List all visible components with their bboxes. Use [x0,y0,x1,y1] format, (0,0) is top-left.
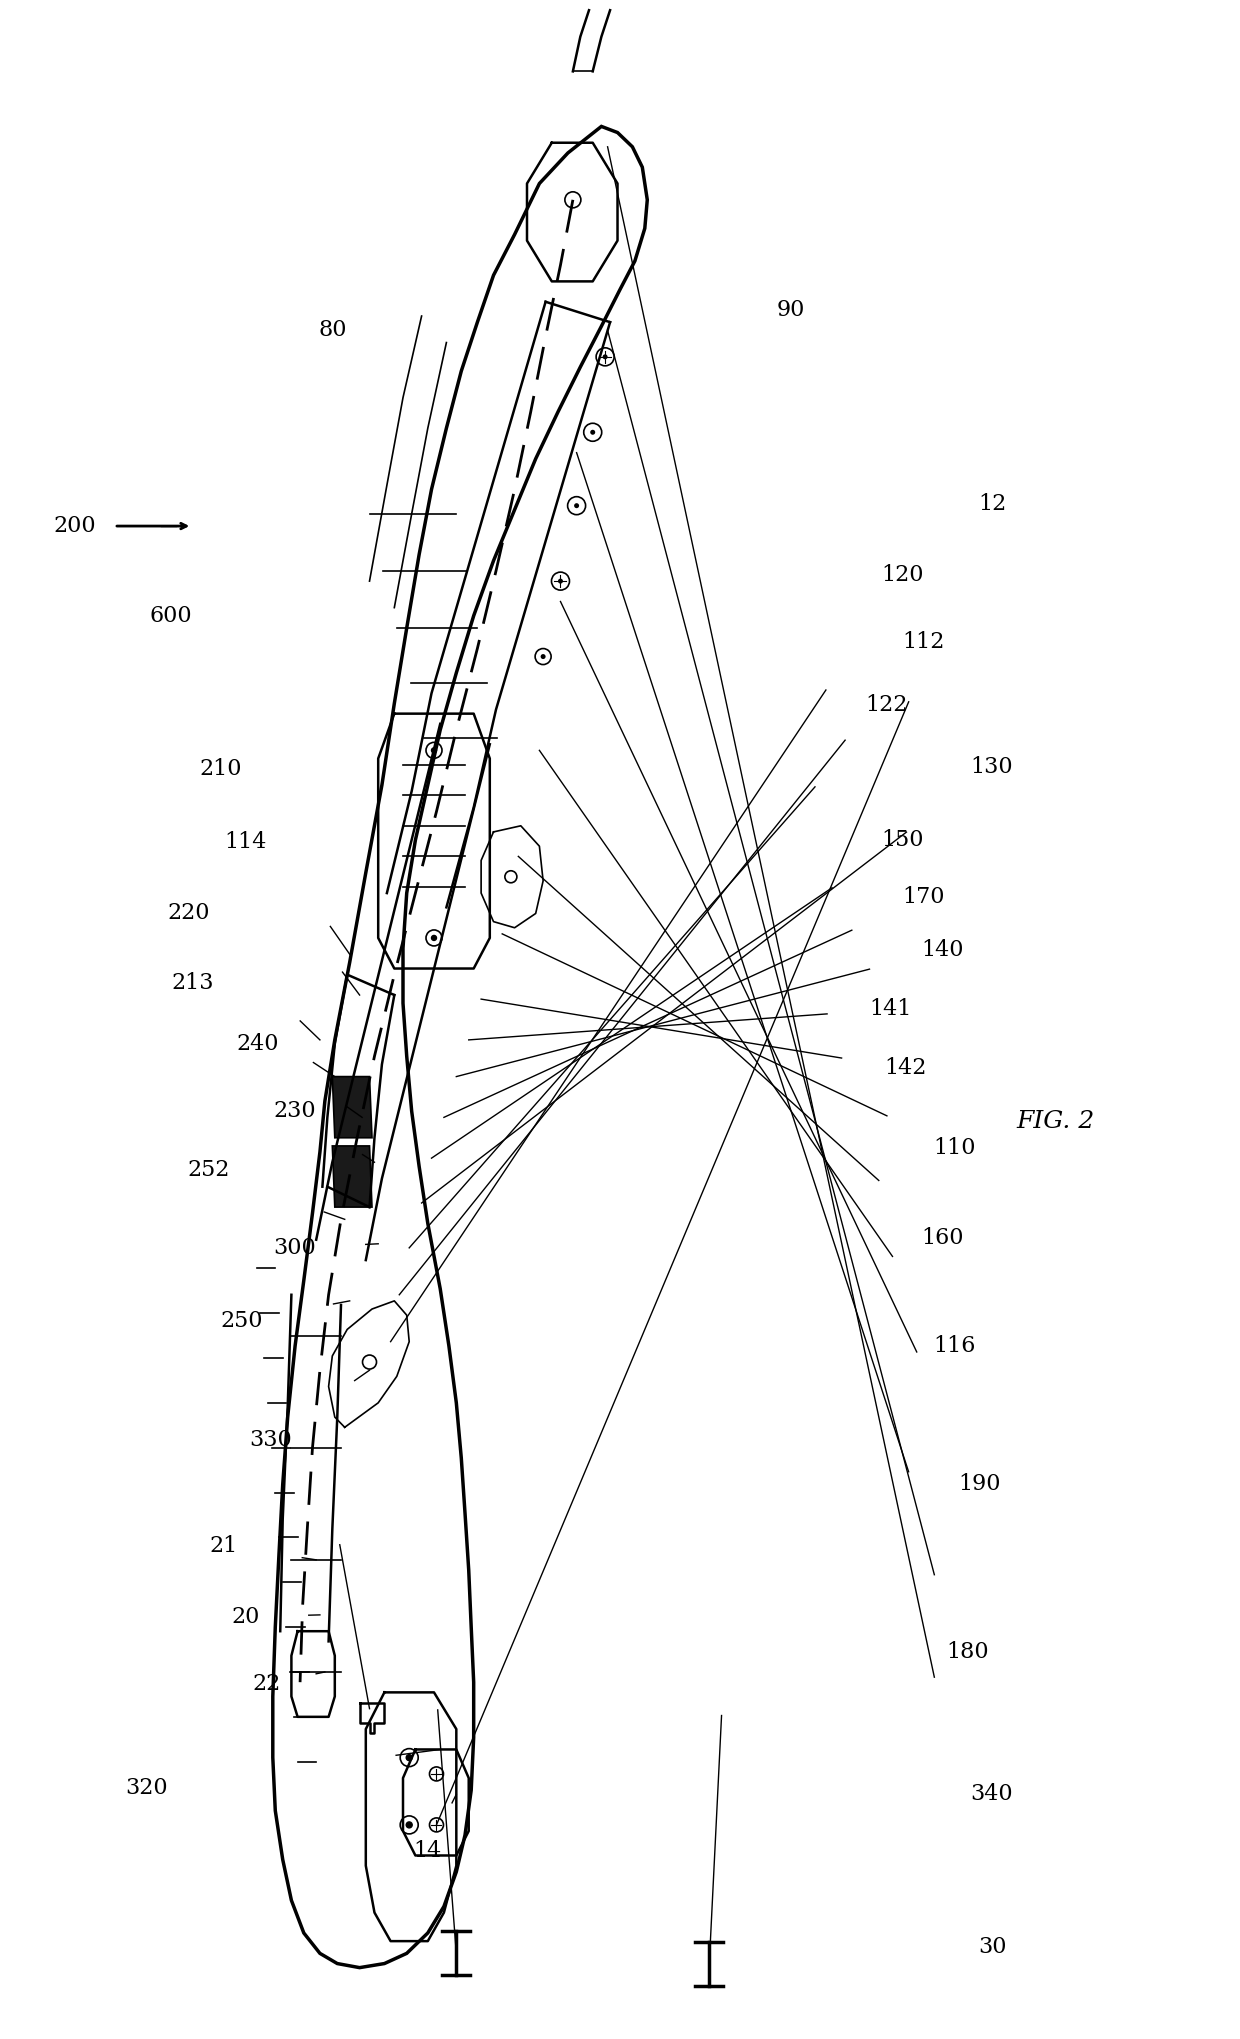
Circle shape [432,936,436,940]
Text: 150: 150 [882,830,924,850]
Text: 20: 20 [232,1607,259,1627]
Text: 220: 220 [167,903,210,924]
Text: 240: 240 [237,1034,279,1054]
Text: 80: 80 [319,320,346,341]
Text: 160: 160 [921,1227,963,1248]
Circle shape [407,1823,412,1827]
Text: 200: 200 [53,516,95,536]
Text: 12: 12 [978,493,1006,514]
Text: 122: 122 [866,695,908,716]
Text: 340: 340 [971,1784,1013,1805]
Text: FIG. 2: FIG. 2 [1017,1109,1095,1134]
Text: 300: 300 [274,1238,316,1258]
Circle shape [590,430,595,434]
Text: 116: 116 [934,1336,976,1356]
Text: 114: 114 [224,832,267,852]
Circle shape [574,504,579,508]
Text: 213: 213 [171,973,213,993]
Text: 180: 180 [946,1641,988,1662]
Text: 110: 110 [934,1138,976,1158]
Polygon shape [332,1077,372,1138]
Polygon shape [273,126,647,1968]
Text: 30: 30 [978,1937,1006,1957]
Text: 140: 140 [921,940,963,960]
Text: 90: 90 [777,300,805,320]
Circle shape [407,1756,412,1760]
Circle shape [432,748,436,752]
Circle shape [558,579,563,583]
Polygon shape [332,1146,372,1207]
Circle shape [541,655,546,659]
Text: 22: 22 [253,1674,280,1694]
Text: 330: 330 [249,1429,291,1450]
Text: 141: 141 [869,999,911,1020]
Text: 170: 170 [903,887,945,907]
Text: 210: 210 [200,759,242,779]
Text: 190: 190 [959,1474,1001,1495]
Text: 21: 21 [210,1535,237,1556]
Circle shape [603,355,608,359]
Text: 120: 120 [882,565,924,585]
Text: 142: 142 [884,1058,926,1079]
Text: 320: 320 [125,1778,167,1798]
Text: 252: 252 [187,1160,229,1181]
Text: 230: 230 [274,1101,316,1121]
Text: 112: 112 [903,632,945,652]
Text: 130: 130 [971,756,1013,777]
Text: 14: 14 [414,1841,441,1862]
Text: 250: 250 [221,1311,263,1331]
Text: 600: 600 [150,606,192,626]
